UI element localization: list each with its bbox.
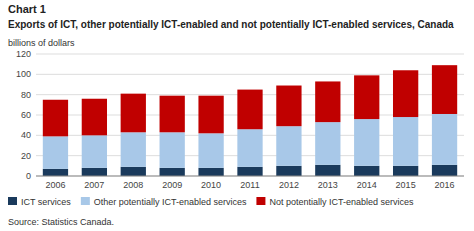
x-tick-label: 2012	[279, 180, 299, 190]
grid-line	[36, 54, 464, 55]
bar-segment	[393, 166, 418, 176]
bar-segment	[315, 165, 340, 176]
y-tick-label: 20	[21, 151, 31, 161]
x-tick-label: 2010	[201, 180, 221, 190]
legend-label: Other potentially ICT-enabled services	[94, 197, 247, 207]
legend-swatch	[256, 197, 265, 205]
x-tick-label: 2014	[357, 180, 377, 190]
y-tick-label: 0	[26, 171, 31, 181]
bar-segment	[354, 166, 379, 176]
bar-segment	[121, 167, 146, 176]
bar-segment	[354, 75, 379, 119]
x-tick-label: 2016	[435, 180, 455, 190]
x-tick-label: 2006	[45, 180, 65, 190]
bar-segment	[276, 86, 301, 127]
legend-label: ICT services	[21, 197, 71, 207]
bar-segment	[121, 132, 146, 167]
x-tick-label: 2007	[84, 180, 104, 190]
bar-segment	[121, 94, 146, 133]
x-axis-line	[36, 176, 464, 177]
bar-segment	[160, 96, 185, 133]
bar-segment	[160, 168, 185, 176]
x-tick-label: 2009	[162, 180, 182, 190]
bar-segment	[43, 100, 68, 137]
x-tick-label: 2015	[396, 180, 416, 190]
bar-segment	[432, 65, 457, 114]
bar-segment	[315, 122, 340, 165]
subtitle: Exports of ICT, other potentially ICT-en…	[8, 19, 454, 30]
legend: ICT services Other potentially ICT-enable…	[8, 197, 414, 207]
x-tick-label: 2008	[123, 180, 143, 190]
y-tick-label: 40	[21, 130, 31, 140]
bar-segment	[198, 168, 223, 176]
chart: Chart 1 Exports of ICT, other potentially…	[0, 0, 474, 231]
y-tick-label: 80	[21, 90, 31, 100]
x-tick-label: 2011	[240, 180, 259, 190]
bar-segment	[276, 126, 301, 166]
y-tick-label: 100	[16, 69, 31, 79]
bar-segment	[276, 166, 301, 176]
bar-segment	[43, 136, 68, 169]
bar-segment	[160, 132, 185, 168]
bar-segment	[82, 168, 107, 176]
bars	[43, 65, 457, 176]
x-tick-label: 2013	[318, 180, 338, 190]
bar-segment	[82, 135, 107, 168]
y-tick-label: 120	[16, 49, 31, 59]
bar-segment	[432, 165, 457, 176]
bar-segment	[237, 90, 262, 130]
bar-segment	[354, 119, 379, 166]
bar-segment	[432, 114, 457, 165]
bar-segment	[198, 96, 223, 134]
bar-segment	[43, 169, 68, 176]
bar-segment	[82, 99, 107, 136]
title: Chart 1	[8, 3, 46, 15]
bar-segment	[237, 129, 262, 167]
y-axis-label: billions of dollars	[8, 38, 75, 48]
legend-swatch	[81, 197, 90, 205]
grid-line	[36, 176, 464, 177]
legend-swatch	[8, 197, 17, 205]
bar-segment	[393, 70, 418, 117]
bar-segment	[237, 167, 262, 176]
bar-segment	[315, 81, 340, 122]
bar-segment	[198, 133, 223, 168]
legend-label: Not potentially ICT-enabled services	[269, 197, 414, 207]
source-note: Source: Statistics Canada.	[8, 217, 114, 227]
bar-segment	[393, 117, 418, 166]
y-tick-label: 60	[21, 110, 31, 120]
